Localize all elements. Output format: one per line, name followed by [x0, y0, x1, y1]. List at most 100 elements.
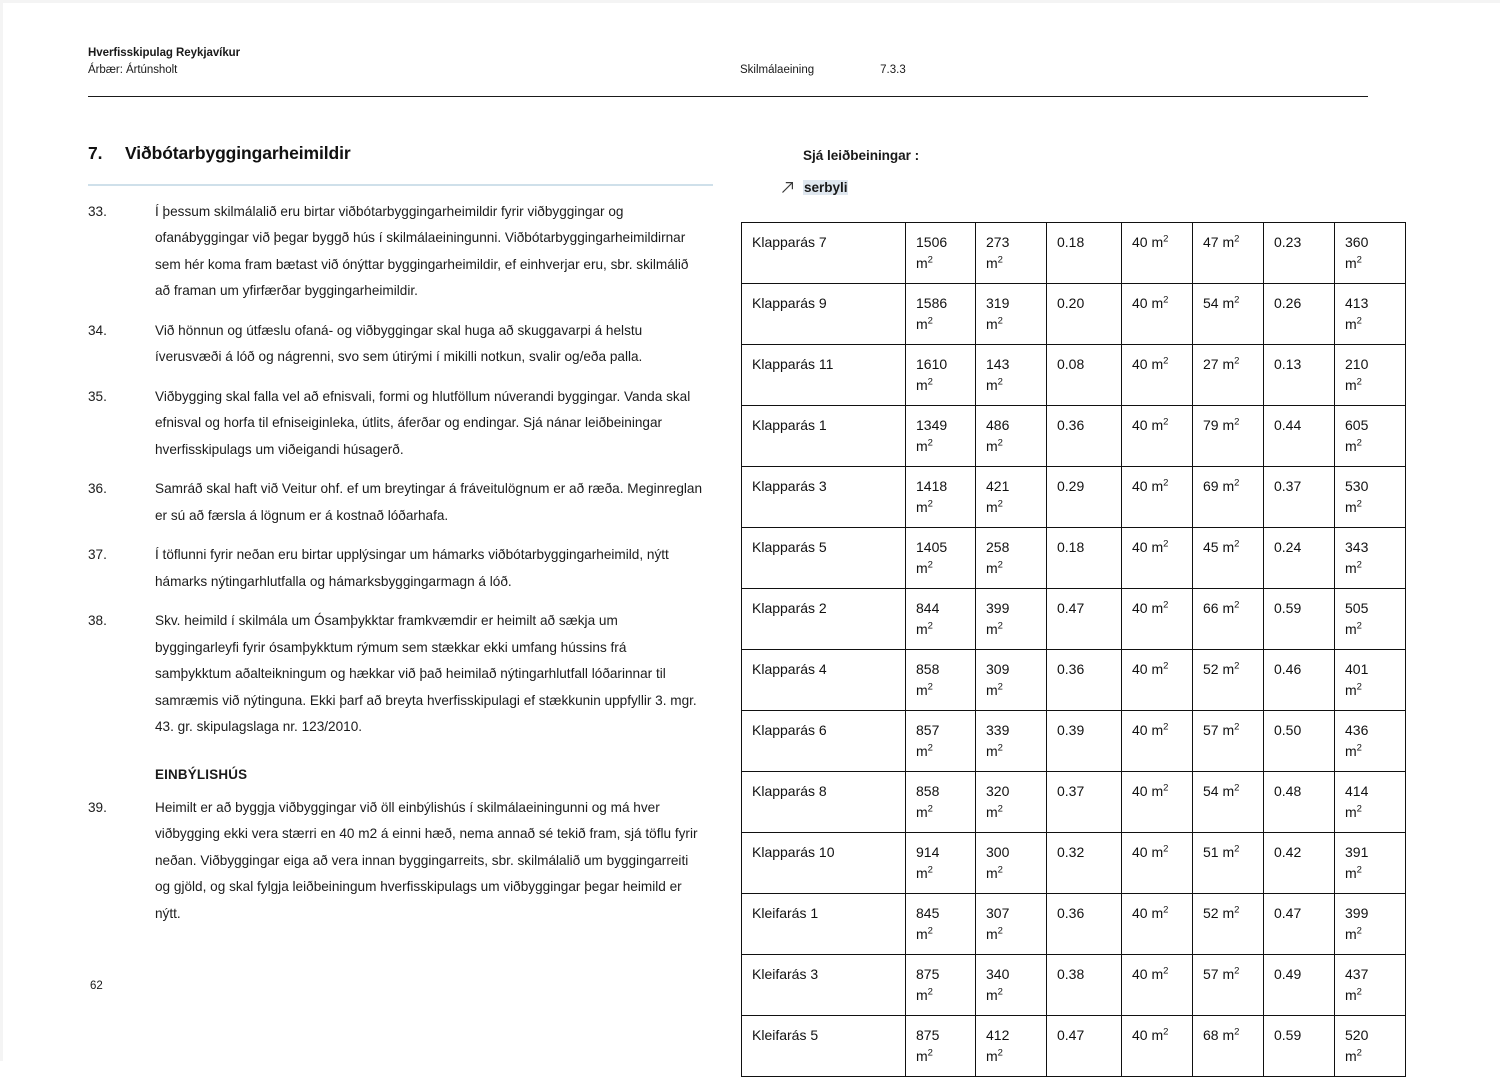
section-number: 7.: [88, 143, 103, 163]
cell-value: 69: [1203, 478, 1219, 494]
cell-unit: m2: [1147, 538, 1169, 555]
table-cell-vidb: 40 m2: [1121, 710, 1193, 772]
guide-link-row[interactable]: serbyli: [782, 179, 1373, 196]
cell-value: 40: [1132, 1027, 1148, 1043]
cell-unit: m2: [916, 1047, 933, 1064]
cell-unit: m2: [916, 376, 933, 393]
table-cell-lod: 1586 m2: [905, 283, 976, 345]
cell-value: 340: [986, 966, 1010, 982]
table-cell-nyt: 0.47: [1046, 1015, 1122, 1077]
header-section-label: Skilmálaeining: [740, 64, 815, 76]
cell-unit: m2: [916, 925, 933, 942]
table-cell-vidb: 40 m2: [1121, 527, 1193, 589]
page-edge-top: [0, 0, 1500, 3]
table-cell-vidb: 40 m2: [1121, 405, 1193, 467]
cell-value: 412: [986, 1027, 1010, 1043]
table-cell-hamx: 210 m2: [1334, 344, 1406, 406]
clause-item: 38. Skv. heimild í skilmála um Ósamþykkt…: [88, 608, 713, 741]
table-cell-nynyt: 0.37: [1263, 466, 1335, 528]
table-cell-lod: 857 m2: [905, 710, 976, 772]
cell-unit: m2: [1147, 355, 1169, 372]
table-cell-nyt: 0.47: [1046, 588, 1122, 650]
cell-value: 40: [1132, 905, 1148, 921]
cell-unit: m2: [1345, 1047, 1362, 1064]
cell-value: 57: [1203, 722, 1219, 738]
table-cell-nynyt: 0.50: [1263, 710, 1335, 772]
table-cell-hamx: 530 m2: [1334, 466, 1406, 528]
cell-unit: m2: [1147, 660, 1169, 677]
cell-value: 40: [1132, 661, 1148, 677]
cell-unit: m2: [1218, 233, 1240, 250]
header-section-code: 7.3.3: [880, 64, 906, 76]
table-cell-lod: 875 m2: [905, 954, 976, 1016]
cell-value: 530: [1345, 478, 1369, 494]
clause-text: Heimilt er að byggja viðbyggingar við öl…: [155, 799, 698, 921]
cell-unit: m2: [986, 803, 1003, 820]
table-cell-lod: 1418 m2: [905, 466, 976, 528]
clause-text: Samráð skal haft við Veitur ohf. ef um b…: [155, 481, 703, 523]
cell-value: 413: [1345, 295, 1369, 311]
cell-value: 40: [1132, 234, 1148, 250]
table-cell-hamx: 401 m2: [1334, 649, 1406, 711]
clause-number: 33.: [88, 203, 107, 219]
table-cell-heim: 57 m2: [1192, 954, 1264, 1016]
cell-value: 414: [1345, 783, 1369, 799]
table-cell-nyt: 0.08: [1046, 344, 1122, 406]
cell-unit: m2: [1218, 660, 1240, 677]
building-rights-table-wrap: Klapparás 7 1506 m2 273 m2 0.18 40 m2 47 m2 0.23…: [741, 222, 1406, 1077]
table-cell-heim: 54 m2: [1192, 771, 1264, 833]
clause-number: 39.: [88, 799, 107, 815]
cell-value: 857: [916, 722, 940, 738]
cell-value: 66: [1203, 600, 1219, 616]
guide-link[interactable]: serbyli: [803, 180, 849, 195]
cell-value: 360: [1345, 234, 1369, 250]
cell-unit: m2: [1147, 599, 1169, 616]
cell-value: 1405: [916, 539, 948, 555]
cell-value: 320: [986, 783, 1010, 799]
cell-unit: m2: [916, 315, 933, 332]
cell-value: 875: [916, 966, 940, 982]
table-cell-vidb: 40 m2: [1121, 1015, 1193, 1077]
cell-value: 45: [1203, 539, 1219, 555]
cell-unit: m2: [986, 1047, 1003, 1064]
cell-value: 40: [1132, 539, 1148, 555]
table-cell-nynyt: 0.59: [1263, 588, 1335, 650]
clause-item: 36. Samráð skal haft við Veitur ohf. ef …: [88, 476, 713, 529]
table-row: Klapparás 4 858 m2 309 m2 0.36 40 m2 52 m2 0.46 4…: [741, 649, 1406, 711]
cell-unit: m2: [1147, 416, 1169, 433]
table-cell-address: Kleifarás 1: [741, 893, 906, 955]
left-text-column: 7. Viðbótarbyggingarheimildir 33. Í þessu…: [88, 143, 713, 927]
clause-item: 35. Viðbygging skal falla vel að efnisva…: [88, 384, 713, 464]
table-cell-address: Kleifarás 5: [741, 1015, 906, 1077]
table-cell-nyt: 0.38: [1046, 954, 1122, 1016]
cell-unit: m2: [1147, 965, 1169, 982]
table-cell-nyt: 0.37: [1046, 771, 1122, 833]
table-cell-hamx: 360 m2: [1334, 222, 1406, 284]
cell-unit: m2: [916, 559, 933, 576]
cell-unit: m2: [1345, 620, 1362, 637]
cell-unit: m2: [1345, 986, 1362, 1003]
cell-value: 79: [1203, 417, 1219, 433]
cell-value: 40: [1132, 295, 1148, 311]
cell-value: 505: [1345, 600, 1369, 616]
cell-value: 143: [986, 356, 1010, 372]
title-rule: [88, 184, 713, 186]
section-title-text: Viðbótarbyggingarheimildir: [125, 143, 351, 163]
table-cell-vidb: 40 m2: [1121, 832, 1193, 894]
cell-unit: m2: [986, 681, 1003, 698]
cell-unit: m2: [1218, 721, 1240, 738]
table-cell-vidb: 40 m2: [1121, 466, 1193, 528]
table-cell-address: Klapparás 10: [741, 832, 906, 894]
table-cell-address: Klapparás 9: [741, 283, 906, 345]
table-cell-heim: 52 m2: [1192, 649, 1264, 711]
table-cell-hamx: 436 m2: [1334, 710, 1406, 772]
building-rights-table: Klapparás 7 1506 m2 273 m2 0.18 40 m2 47 m2 0.23…: [741, 222, 1406, 1077]
clause-item: 39. Heimilt er að byggja viðbyggingar vi…: [88, 795, 713, 928]
table-cell-hamx: 605 m2: [1334, 405, 1406, 467]
header-section-ref: Skilmálaeining 7.3.3: [740, 62, 906, 79]
table-cell-nynyt: 0.23: [1263, 222, 1335, 284]
cell-unit: m2: [1345, 498, 1362, 515]
cell-unit: m2: [1218, 355, 1240, 372]
cell-unit: m2: [1345, 864, 1362, 881]
table-cell-nyt: 0.29: [1046, 466, 1122, 528]
